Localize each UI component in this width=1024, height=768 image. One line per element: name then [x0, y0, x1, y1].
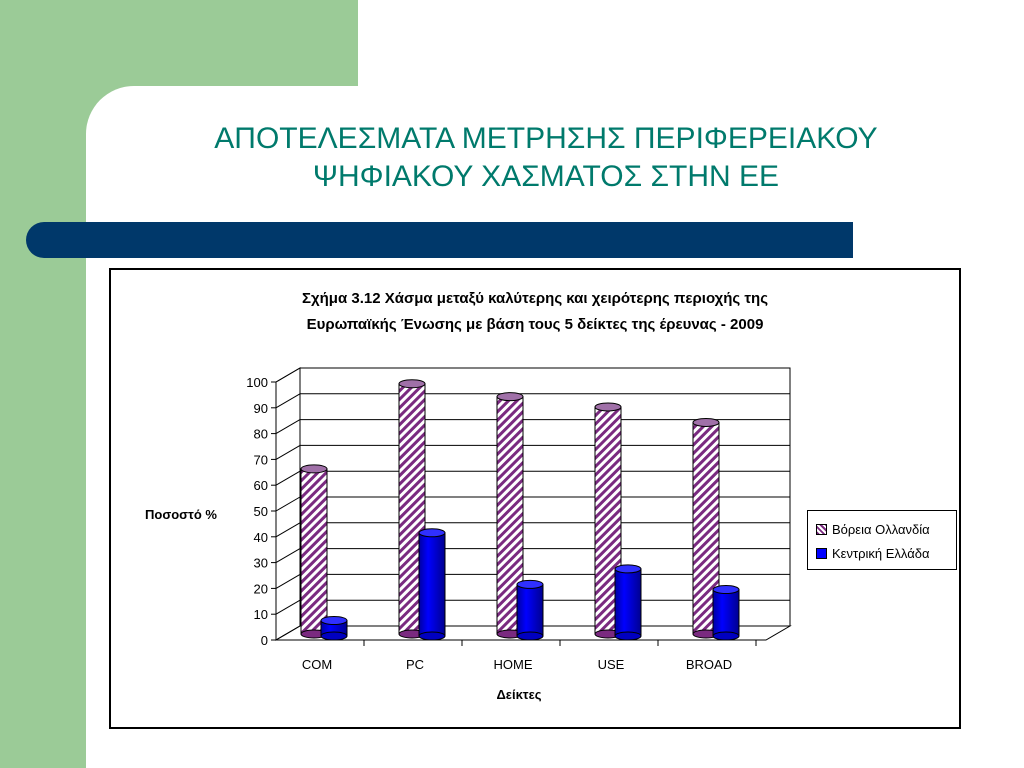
y-tick-label: 50 [254, 504, 268, 519]
gridline-diagonal [275, 419, 301, 435]
bar-top [614, 564, 642, 574]
gridline-diagonal [275, 496, 301, 512]
legend-swatch-solid-icon [816, 547, 827, 559]
slide-title: ΑΠΟΤΕΛΕΣΜΑΤΑ ΜΕΤΡΗΣΗΣ ΠΕΡΙΦΕΡΕΙΑΚΟΥ ΨΗΦΙ… [96, 120, 996, 196]
x-tick-label: BROAD [686, 657, 732, 672]
slide-title-line-2: ΨΗΦΙΑΚΟΥ ΧΑΣΜΑΤΟΣ ΣΤΗΝ ΕΕ [312, 160, 780, 193]
gridline-diagonal [275, 599, 301, 615]
bar-base [712, 631, 740, 641]
y-tick-label: 10 [254, 607, 268, 622]
bar-base [320, 631, 348, 641]
x-tick-label: COM [302, 657, 332, 672]
bar-chart: 0 10 20 30 40 50 60 70 80 90 100 COM PC HOME USE BROAD… [145, 367, 792, 702]
bar-top [418, 528, 446, 538]
bar-base [516, 631, 544, 641]
bar-body [300, 468, 328, 635]
bar-top [712, 585, 740, 595]
chart-frame: Σχήμα 3.12 Χάσμα μεταξύ καλύτερης και χε… [109, 268, 961, 729]
bar [614, 564, 642, 641]
bar-top [594, 402, 622, 412]
gridline-diagonal [275, 548, 301, 564]
bar [594, 402, 622, 639]
gridline-diagonal [275, 393, 301, 409]
y-tick-label: 80 [254, 427, 268, 442]
y-tick-label: 90 [254, 401, 268, 416]
gridline-diagonal [275, 444, 301, 460]
y-axis-label: Ποσοστό % [145, 507, 217, 522]
x-axis-label: Δείκτες [496, 687, 541, 702]
bar [320, 616, 348, 641]
legend-swatch-hatch-icon [816, 523, 827, 535]
chart-title-line-1: Σχήμα 3.12 Χάσμα μεταξύ καλύτερης και χε… [302, 290, 768, 307]
bar-body [614, 568, 642, 637]
legend-label: Κεντρική Ελλάδα [832, 545, 930, 561]
y-tick-label: 0 [261, 633, 268, 648]
gridline-diagonal [275, 367, 301, 383]
legend-item-series-1: Βόρεια Ολλανδία [816, 519, 930, 539]
x-tick-label: USE [598, 657, 625, 672]
title-underline-bar [26, 222, 853, 258]
bar [398, 379, 426, 639]
gridline-diagonal [275, 625, 301, 641]
bar-top [692, 417, 720, 427]
y-tick-label: 20 [254, 581, 268, 596]
bar-body [418, 532, 446, 637]
y-tick-label: 100 [246, 375, 268, 390]
y-tick-label: 40 [254, 530, 268, 545]
bar-base [418, 631, 446, 641]
bar-top [320, 616, 348, 626]
bar [516, 579, 544, 641]
bar [300, 464, 328, 639]
bar-top [300, 464, 328, 474]
bar-body [712, 589, 740, 637]
bar-top [516, 579, 544, 589]
gridline-diagonal [275, 470, 301, 486]
x-tick-label: HOME [494, 657, 533, 672]
gridlines [271, 367, 790, 641]
bar [418, 528, 446, 641]
bar-body [516, 583, 544, 637]
gridline-diagonal [275, 522, 301, 538]
slide-title-line-1: ΑΠΟΤΕΛΕΣΜΑΤΑ ΜΕΤΡΗΣΗΣ ΠΕΡΙΦΕΡΕΙΑΚΟΥ [214, 122, 878, 155]
y-tick-label: 70 [254, 452, 268, 467]
chart-title-line-2: Ευρωπαϊκής Ένωσης με βάση τους 5 δείκτες… [306, 316, 764, 333]
gridline-diagonal [275, 573, 301, 589]
legend-item-series-2: Κεντρική Ελλάδα [816, 543, 929, 563]
bar [712, 585, 740, 641]
bars [300, 379, 740, 641]
legend-label: Βόρεια Ολλανδία [832, 521, 930, 537]
bar-top [496, 392, 524, 402]
x-axis-ticks: COM PC HOME USE BROAD [302, 640, 757, 672]
legend: Βόρεια Ολλανδία Κεντρική Ελλάδα [807, 510, 957, 570]
x-tick-label: PC [406, 657, 424, 672]
y-axis-ticks: 0 10 20 30 40 50 60 70 80 90 100 [246, 375, 268, 648]
bar-base [614, 631, 642, 641]
bar-top [398, 379, 426, 389]
y-tick-label: 30 [254, 556, 268, 571]
y-tick-label: 60 [254, 478, 268, 493]
